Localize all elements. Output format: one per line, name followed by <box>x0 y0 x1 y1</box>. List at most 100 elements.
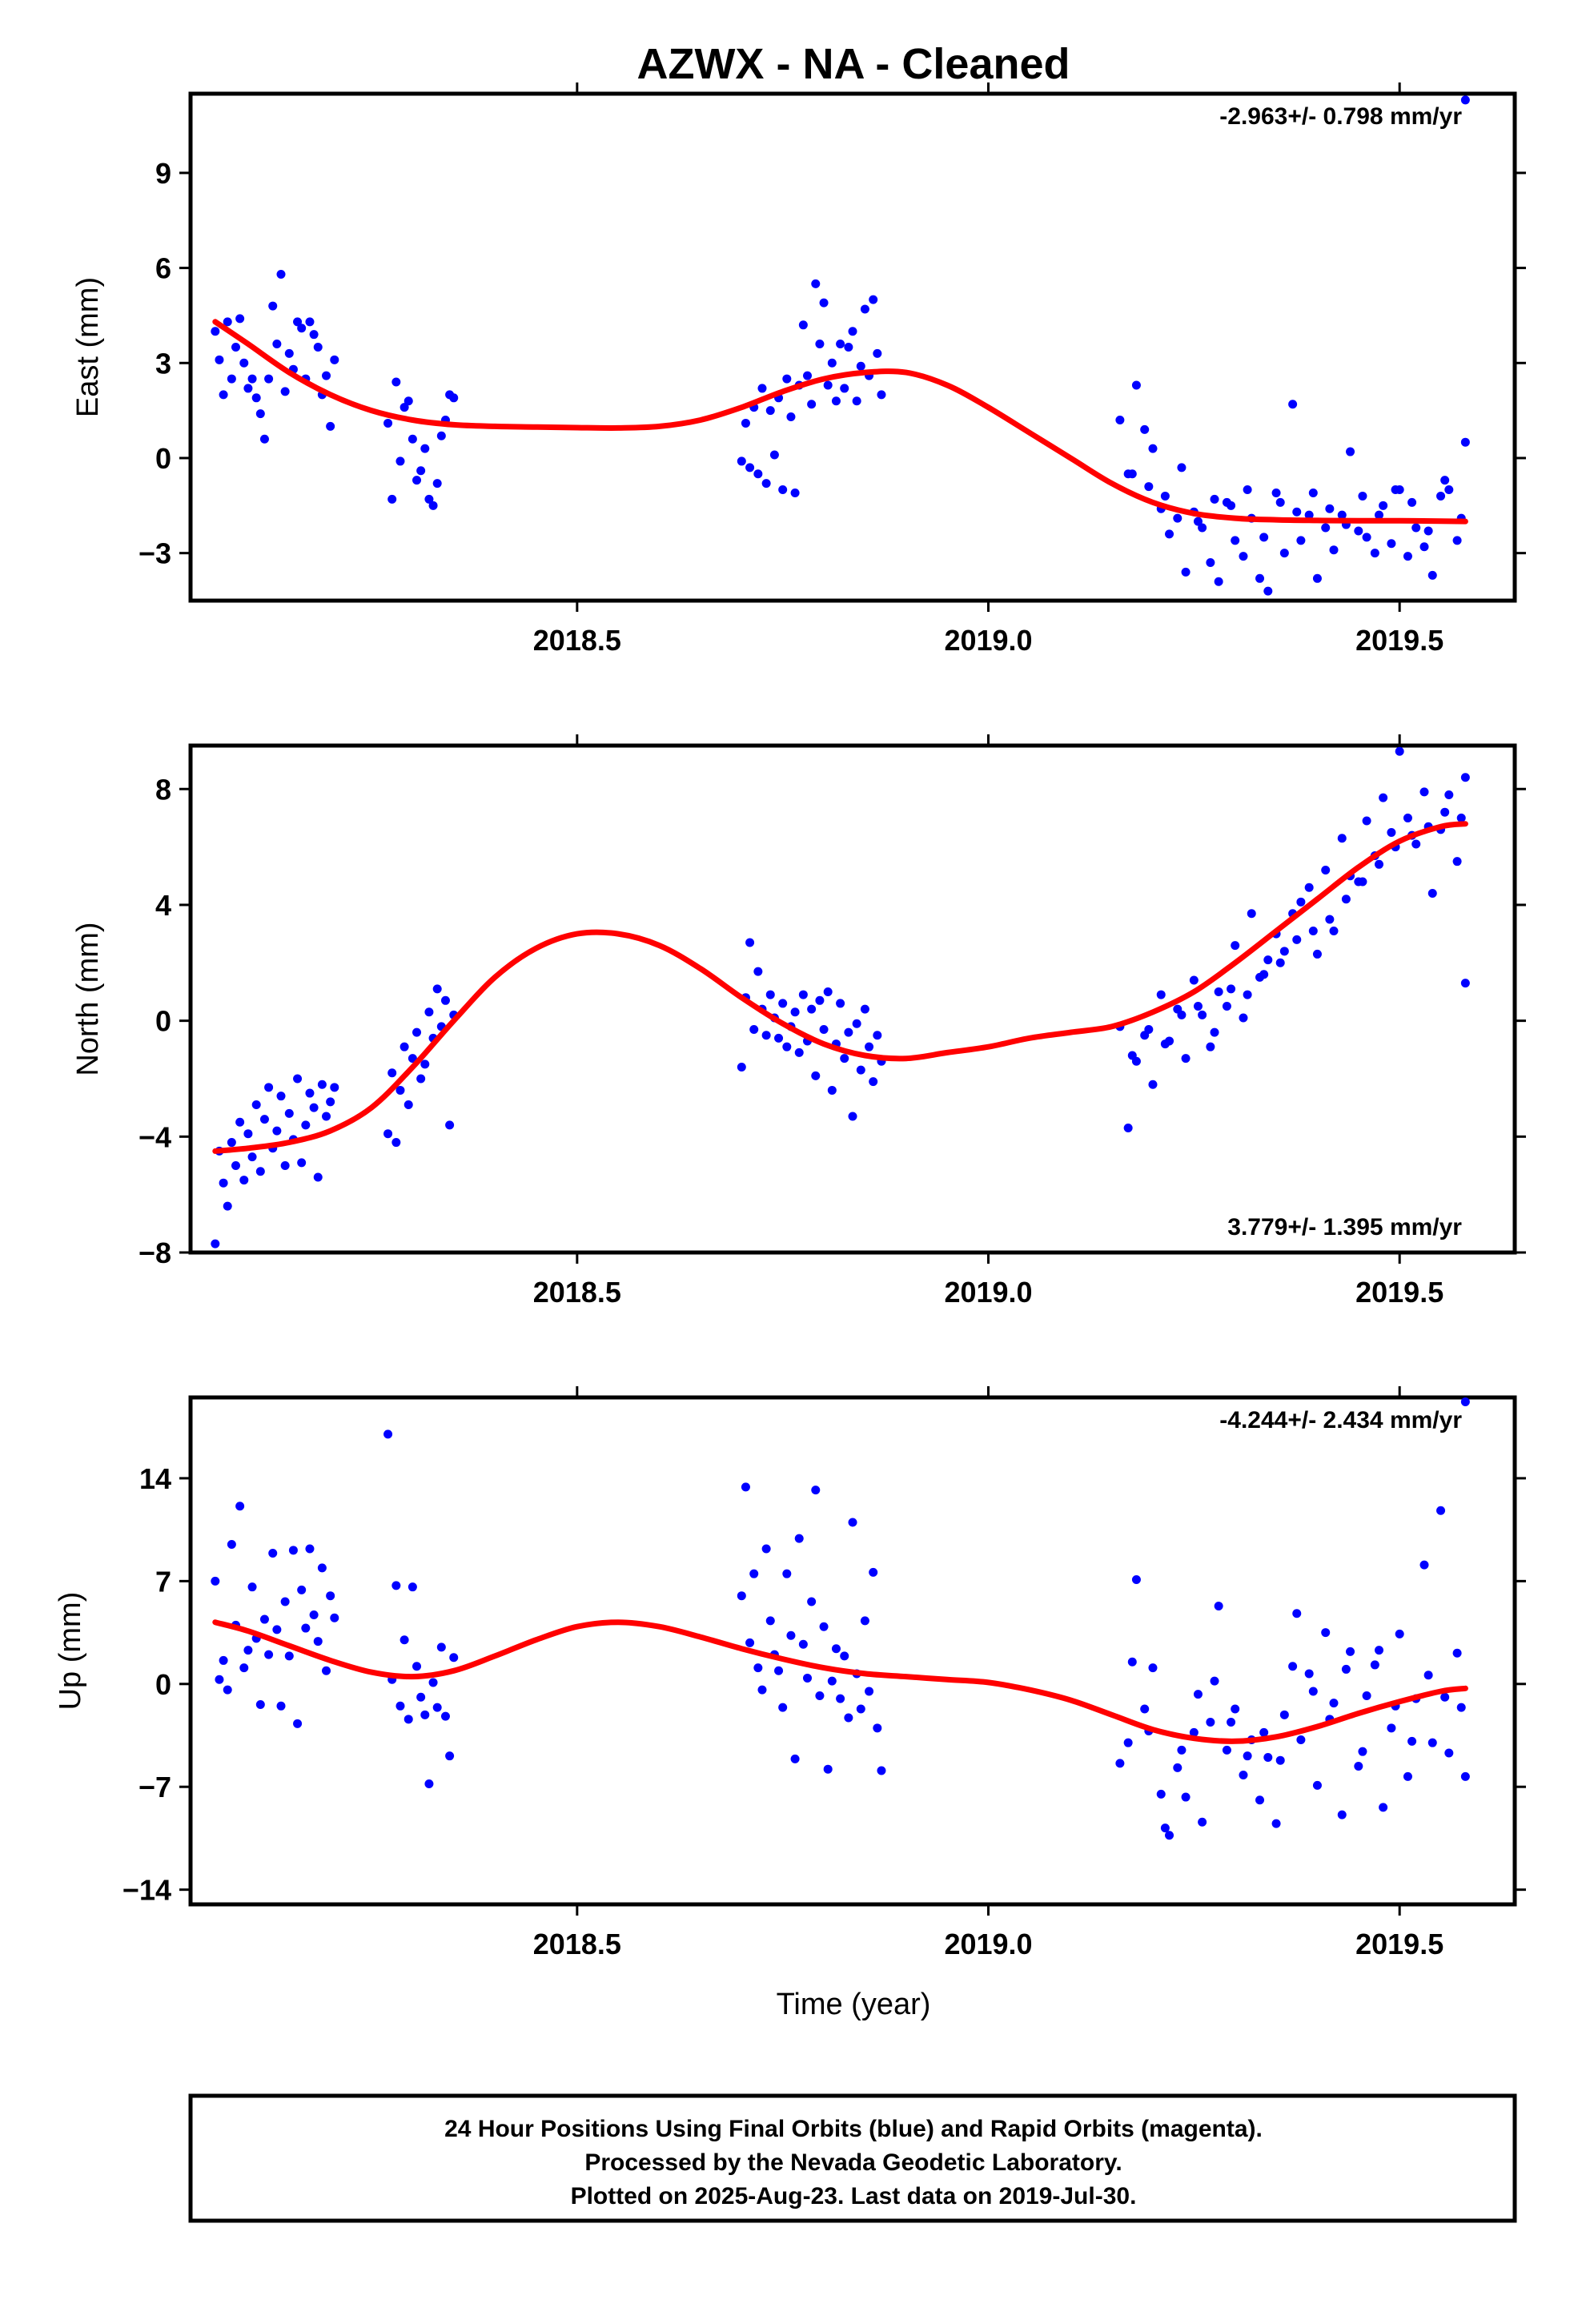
up-data-point <box>802 1673 812 1683</box>
north-data-point <box>1181 1054 1191 1063</box>
east-data-point <box>1308 488 1318 497</box>
north-data-point <box>1444 790 1454 799</box>
east-data-point <box>1275 497 1285 507</box>
footer-line-2: Processed by the Nevada Geodetic Laborat… <box>584 2149 1122 2176</box>
up-data-point <box>436 1642 446 1652</box>
up-fit-line <box>212 1619 1468 1744</box>
up-data-point <box>255 1699 265 1709</box>
north-data-point <box>1296 897 1306 907</box>
north-data-point <box>1341 895 1351 904</box>
north-y-tick-label: −8 <box>139 1236 171 1269</box>
up-data-point <box>288 1546 298 1555</box>
up-data-point <box>239 1663 249 1673</box>
east-data-point <box>1214 577 1223 586</box>
up-data-point <box>420 1710 430 1719</box>
north-data-point <box>1460 773 1470 782</box>
east-data-point <box>309 330 319 340</box>
east-data-point <box>1440 476 1450 485</box>
up-data-point <box>1358 1747 1367 1756</box>
up-data-point <box>840 1651 849 1661</box>
north-data-point <box>1243 990 1252 999</box>
north-data-point <box>276 1092 286 1101</box>
up-data-point <box>1288 1662 1298 1671</box>
east-data-point <box>1423 526 1433 536</box>
up-data-point <box>317 1563 327 1573</box>
east-plot-frame <box>188 91 1517 603</box>
up-data-point <box>1231 1704 1240 1714</box>
up-data-point <box>1227 1717 1236 1727</box>
north-data-point <box>1308 926 1318 935</box>
east-data-point <box>272 340 282 349</box>
north-data-point <box>243 1129 253 1139</box>
east-data-point <box>815 340 825 349</box>
up-data-point <box>765 1616 775 1626</box>
east-data-point <box>330 355 339 364</box>
east-data-point <box>424 494 434 504</box>
east-data-point <box>1243 485 1252 495</box>
north-data-point <box>1275 958 1285 967</box>
north-data-point <box>239 1176 249 1185</box>
east-data-point <box>869 295 878 304</box>
up-plot-frame <box>188 1395 1517 1907</box>
up-data-point <box>280 1597 290 1606</box>
east-data-point <box>408 434 417 444</box>
north-data-point <box>811 1071 821 1080</box>
up-data-point <box>301 1623 311 1633</box>
east-data-point <box>1144 482 1154 492</box>
east-data-point <box>1370 549 1379 558</box>
north-data-point <box>255 1167 265 1176</box>
east-data-point <box>428 501 438 510</box>
up-data-point <box>1279 1710 1289 1719</box>
east-data-point <box>239 358 249 368</box>
north-velocity-label: 3.779+/- 1.395 mm/yr <box>1227 1214 1462 1240</box>
up-data-point <box>1259 1727 1269 1737</box>
up-data-point <box>1337 1810 1347 1819</box>
up-data-point <box>753 1663 763 1673</box>
east-data-point <box>765 406 775 416</box>
up-data-point <box>223 1685 232 1695</box>
up-data-point <box>1222 1745 1231 1755</box>
north-data-point <box>1292 935 1302 944</box>
north-data-point <box>293 1074 303 1084</box>
north-data-point <box>1387 828 1396 838</box>
up-data-point <box>428 1678 438 1687</box>
north-data-point <box>326 1097 335 1107</box>
east-data-point <box>1354 526 1363 536</box>
north-data-point <box>745 938 755 947</box>
north-data-point <box>1358 877 1367 887</box>
up-data-point <box>1370 1660 1379 1670</box>
east-data-point <box>247 374 257 384</box>
east-data-point <box>211 327 220 336</box>
north-data-point <box>322 1112 331 1121</box>
x-axis-label: Time (year) <box>777 1988 931 2021</box>
east-data-point <box>1407 497 1417 507</box>
north-data-point <box>305 1088 315 1098</box>
north-data-point <box>1263 955 1273 965</box>
up-data-point <box>844 1713 853 1723</box>
footer-box: 24 Hour Positions Using Final Orbits (bl… <box>188 2093 1517 2223</box>
footer-frame <box>188 2093 1517 2223</box>
east-data-point <box>1210 494 1219 504</box>
up-data-point <box>1395 1629 1404 1638</box>
up-data-point <box>856 1704 865 1714</box>
east-data-point <box>1239 552 1248 561</box>
up-data-point <box>1177 1745 1186 1755</box>
north-data-point <box>301 1120 311 1130</box>
east-data-point <box>1444 485 1454 495</box>
east-data-point <box>1321 523 1331 533</box>
east-data-point <box>1411 523 1421 533</box>
up-data-point <box>1239 1771 1248 1780</box>
north-data-point <box>794 1047 804 1057</box>
north-data-point <box>313 1172 323 1182</box>
up-data-point <box>786 1630 796 1640</box>
north-data-point <box>1198 1010 1207 1019</box>
up-data-point <box>219 1655 228 1665</box>
north-data-point <box>280 1160 290 1170</box>
east-data-point <box>856 361 865 371</box>
up-data-point <box>1275 1755 1285 1765</box>
up-data-point <box>400 1635 409 1645</box>
north-data-point <box>1440 807 1450 817</box>
east-data-point <box>1391 485 1400 495</box>
north-data-point <box>424 1007 434 1017</box>
up-data-point <box>1362 1691 1371 1700</box>
